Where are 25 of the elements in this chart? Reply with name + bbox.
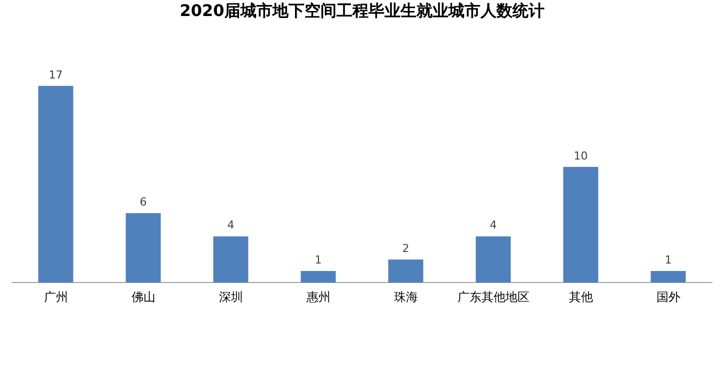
bar (38, 86, 74, 283)
data-label: 17 (48, 68, 63, 82)
x-tick-label: 深圳 (218, 290, 243, 304)
data-label: 4 (227, 218, 234, 232)
data-label: 2 (402, 242, 410, 255)
data-label: 1 (664, 253, 672, 266)
chart-title: 2020届城市地下空间工程毕业生就业城市人数统计 (180, 0, 544, 20)
data-label: 1 (314, 253, 322, 266)
x-tick-label: 珠海 (394, 290, 418, 304)
bar (563, 166, 598, 283)
data-label: 4 (490, 218, 497, 232)
bar (476, 236, 511, 283)
x-tick-label: 佛山 (131, 290, 156, 304)
x-tick-label: 国外 (656, 290, 680, 304)
x-tick-label: 广东其他地区 (457, 290, 530, 304)
data-label: 6 (140, 196, 147, 209)
bar (300, 271, 336, 283)
bar (650, 271, 686, 283)
x-tick-label: 其他 (568, 290, 593, 304)
bar (126, 213, 161, 283)
bar (388, 259, 424, 283)
x-tick-label: 惠州 (305, 290, 330, 304)
x-tick-label: 广州 (44, 290, 68, 304)
bar (213, 236, 248, 283)
data-label: 10 (574, 149, 588, 162)
